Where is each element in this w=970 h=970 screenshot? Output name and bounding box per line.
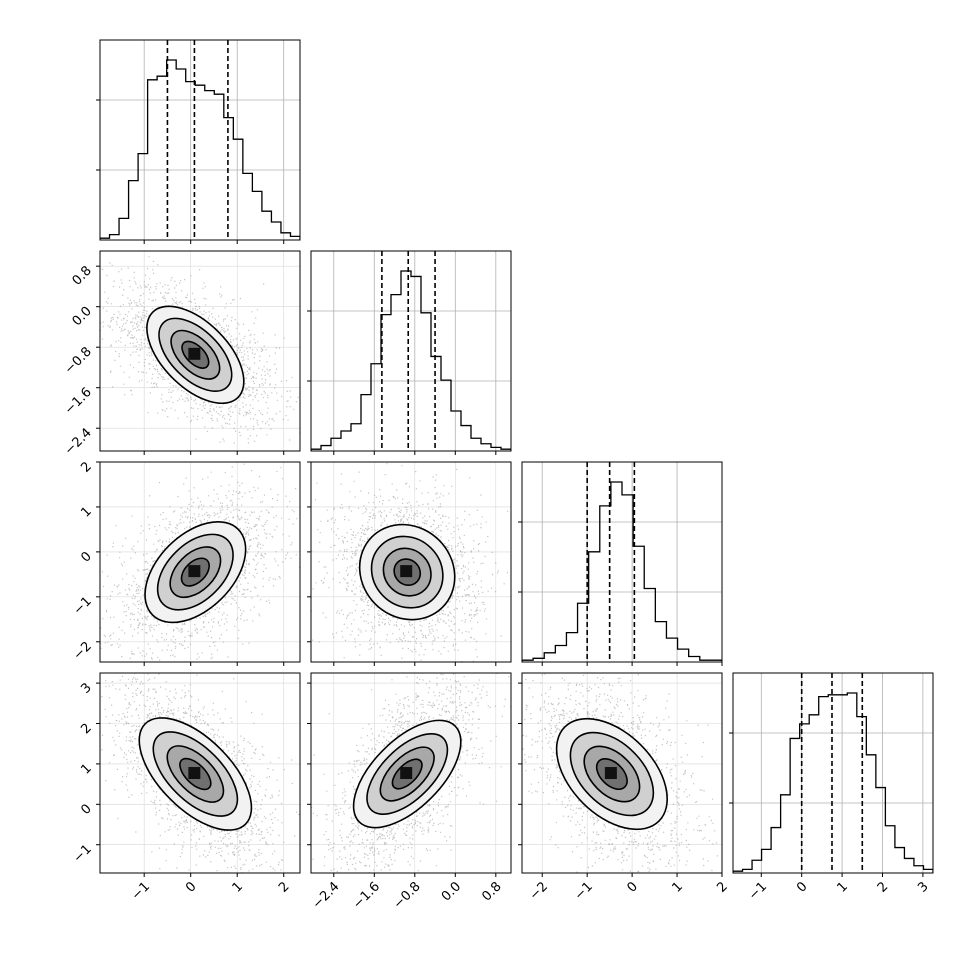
- y-tick-label: 0.0: [70, 304, 95, 329]
- panel-frame: [310, 250, 512, 452]
- y-tick-label: 1: [78, 504, 94, 520]
- density-peak: [188, 767, 201, 780]
- panel-frame: [521, 672, 723, 874]
- density-peak: [604, 767, 617, 780]
- panel-frame: [99, 250, 301, 452]
- y-tick-label: −1.6: [62, 385, 95, 418]
- plot-area: [311, 462, 511, 662]
- x-tick-label: −1: [129, 879, 153, 903]
- plot-area: [100, 40, 300, 240]
- panel-frame: [99, 672, 301, 874]
- contour-panel-3-1: −2.4 −1.6 −0.8 0.0 0.8: [307, 672, 512, 912]
- x-tick-label: −1: [572, 879, 596, 903]
- panel-frame: [521, 461, 723, 663]
- x-tick-label: 0: [183, 879, 199, 895]
- x-tick-label: 2: [276, 879, 292, 895]
- histogram-step: [733, 692, 933, 873]
- x-tick-label: −1: [746, 879, 770, 903]
- histogram-step: [100, 59, 300, 240]
- contour-panel-3-2: −2 −1 0 1 2: [518, 672, 731, 903]
- density-peak: [400, 767, 413, 780]
- contour-panel-2-0: −2 −1 0 1 2: [71, 459, 301, 666]
- x-tick-label: 1: [834, 879, 850, 895]
- plot-area: [100, 673, 300, 873]
- y-tick-label: −2.4: [62, 425, 95, 458]
- y-tick-label: −0.8: [62, 344, 95, 377]
- y-tick-label: 2: [78, 459, 94, 475]
- contour-panel-2-1: [307, 461, 512, 666]
- x-tick-label: −0.8: [391, 879, 424, 912]
- density-peak: [400, 565, 413, 578]
- panel-frame: [310, 461, 512, 663]
- y-tick-label: −2: [71, 639, 95, 663]
- plot-area: [733, 673, 933, 873]
- y-tick-label: 3: [78, 680, 94, 696]
- plot-area: [522, 673, 722, 873]
- y-tick-label: 1: [78, 761, 94, 777]
- x-tick-label: 1: [669, 879, 685, 895]
- y-tick-label: 0: [78, 802, 94, 818]
- x-tick-label: 0.0: [439, 879, 464, 904]
- density-peak: [188, 347, 201, 360]
- panel-frame: [732, 672, 934, 874]
- histogram-panel-2: [518, 461, 723, 666]
- y-tick-label: −1: [71, 594, 95, 618]
- histogram-panel-0: [96, 39, 301, 244]
- panel-frame: [99, 461, 301, 663]
- plot-area: [100, 462, 300, 662]
- contour-panel-1-0: −2.4 −1.6 −0.8 0.0 0.8: [62, 250, 301, 458]
- plot-area: [311, 251, 511, 451]
- y-tick-label: 2: [78, 721, 94, 737]
- x-tick-label: −2: [527, 879, 551, 903]
- contour-panel-3-0: −1 0 1 2 −1 0 1 2 3: [71, 672, 301, 903]
- panel-frame: [310, 672, 512, 874]
- histogram-panel-3: −1 0 1 2 3: [729, 672, 934, 903]
- x-tick-label: 0: [794, 879, 810, 895]
- histogram-panel-1: [307, 250, 512, 455]
- x-tick-label: 2: [875, 879, 891, 895]
- scatter-points: [101, 673, 300, 873]
- histogram-step: [311, 270, 511, 451]
- x-tick-label: −1.6: [350, 879, 383, 912]
- x-tick-label: −2.4: [310, 879, 343, 912]
- x-tick-label: 1: [230, 879, 246, 895]
- x-tick-label: 0: [624, 879, 640, 895]
- histogram-step: [522, 481, 722, 662]
- x-tick-label: 2: [714, 879, 730, 895]
- plot-area: [100, 251, 300, 451]
- x-tick-label: 0.8: [479, 879, 504, 904]
- plot-area: [311, 673, 511, 873]
- panel-frame: [99, 39, 301, 241]
- density-peak: [188, 565, 201, 578]
- y-tick-label: 0.8: [70, 263, 95, 288]
- x-tick-label: 3: [915, 879, 931, 895]
- y-tick-label: 0: [78, 549, 94, 565]
- y-tick-label: −1: [71, 842, 95, 866]
- plot-area: [522, 462, 722, 662]
- scatter-points: [100, 256, 300, 444]
